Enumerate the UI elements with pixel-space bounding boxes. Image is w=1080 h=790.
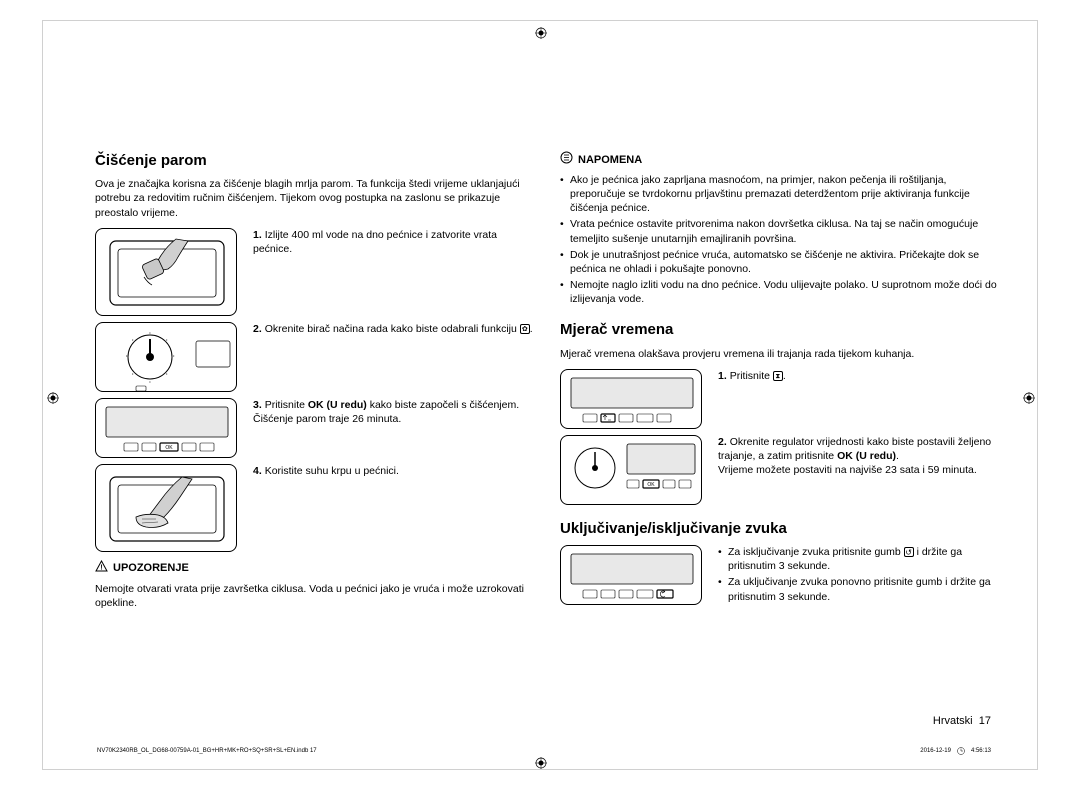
note-item: Ako je pećnica jako zaprljana masnoćom, … — [560, 173, 1001, 216]
timer-step-1: 1. Pritisnite ⧗. — [560, 369, 1001, 429]
warning-callout: ! UPOZORENJE — [95, 560, 536, 578]
step-2-text: 2. Okrenite birač načina rada kako biste… — [253, 322, 536, 336]
svg-text:•: • — [149, 379, 151, 384]
illustration-dry-cloth — [95, 464, 237, 552]
svg-text:•: • — [132, 337, 134, 342]
sound-text: Za isključivanje zvuka pritisnite gumb ↺… — [718, 545, 1001, 606]
note-icon — [560, 151, 573, 169]
heading-steam-clean: Čišćenje parom — [95, 151, 536, 171]
illustration-timer-panel — [560, 369, 702, 429]
registration-mark-top — [535, 25, 545, 35]
illustration-control-panel: OK — [95, 398, 237, 458]
step-3: OK 3. Pritisnite OK (U redu) kako biste … — [95, 398, 536, 458]
svg-text:•: • — [166, 371, 168, 376]
notes-list: Ako je pećnica jako zaprljana masnoćom, … — [560, 173, 1001, 307]
intro-paragraph: Ova je značajka korisna za čišćenje blag… — [95, 177, 536, 220]
svg-text:•: • — [166, 337, 168, 342]
svg-text:!: ! — [100, 564, 102, 571]
step-3-text: 3. Pritisnite OK (U redu) kako biste zap… — [253, 398, 536, 426]
steam-icon: ✿ — [520, 324, 530, 334]
sound-note: Za uključivanje zvuka ponovno pritisnite… — [718, 575, 1001, 603]
footer-lang: Hrvatski — [933, 715, 973, 727]
footline-date: 2016-12-19 — [920, 747, 951, 755]
clock-icon — [957, 747, 965, 755]
sound-row: Za isključivanje zvuka pritisnite gumb ↺… — [560, 545, 1001, 606]
content-columns: Čišćenje parom Ova je značajka korisna z… — [43, 21, 1037, 618]
illustration-timer-dial: OK — [560, 435, 702, 505]
hourglass-icon: ⧗ — [773, 371, 783, 381]
step-4: 4. Koristite suhu krpu u pećnici. — [95, 464, 536, 552]
footline-filename: NV70K2340RB_OL_DG68-00759A-01_BG+HR+MK+R… — [97, 747, 317, 755]
step-2: • •• •• ••• 2. Okrenite birač načina rad… — [95, 322, 536, 392]
timer-intro: Mjerač vremena olakšava provjeru vremena… — [560, 347, 1001, 361]
svg-text:OK: OK — [165, 445, 173, 451]
page-frame: Čišćenje parom Ova je značajka korisna z… — [42, 20, 1038, 770]
svg-text:•: • — [149, 330, 151, 335]
svg-text:OK: OK — [647, 482, 655, 488]
print-footline: NV70K2340RB_OL_DG68-00759A-01_BG+HR+MK+R… — [97, 747, 991, 755]
timer-step-2: OK 2. Okrenite regulator vrijednosti kak… — [560, 435, 1001, 505]
registration-mark-bottom — [535, 755, 545, 765]
illustration-pour-water — [95, 228, 237, 316]
step-1-text: 1. Izlijte 400 ml vode na dno pećnice i … — [253, 228, 536, 256]
registration-mark-left — [47, 390, 57, 400]
timer-step-2-text: 2. Okrenite regulator vrijednosti kako b… — [718, 435, 1001, 478]
step-1: 1. Izlijte 400 ml vode na dno pećnice i … — [95, 228, 536, 316]
warning-label: UPOZORENJE — [113, 561, 189, 576]
right-column: NAPOMENA Ako je pećnica jako zaprljana m… — [560, 151, 1001, 618]
svg-text:•: • — [173, 353, 175, 358]
left-column: Čišćenje parom Ova je značajka korisna z… — [95, 151, 536, 618]
registration-mark-right — [1023, 390, 1033, 400]
note-item: Dok je unutrašnjost pećnice vruća, autom… — [560, 248, 1001, 276]
note-callout: NAPOMENA — [560, 151, 1001, 169]
illustration-mode-dial: • •• •• ••• — [95, 322, 237, 392]
note-item: Nemojte naglo izliti vodu na dno pećnice… — [560, 278, 1001, 306]
note-label: NAPOMENA — [578, 153, 642, 168]
note-item: Vrata pećnice ostavite pritvorenima nako… — [560, 217, 1001, 245]
step-4-text: 4. Koristite suhu krpu u pećnici. — [253, 464, 536, 478]
heading-timer: Mjerač vremena — [560, 320, 1001, 340]
footline-time: 4:56:13 — [971, 747, 991, 755]
illustration-sound-panel — [560, 545, 702, 605]
heading-sound: Uključivanje/isključivanje zvuka — [560, 519, 1001, 539]
footer-page: 17 — [979, 715, 991, 727]
sound-note: Za isključivanje zvuka pritisnite gumb ↺… — [718, 545, 1001, 573]
warning-text: Nemojte otvarati vrata prije završetka c… — [95, 582, 536, 610]
page-footer: Hrvatski 17 — [933, 714, 991, 729]
timer-step-1-text: 1. Pritisnite ⧗. — [718, 369, 1001, 383]
back-icon: ↺ — [904, 547, 914, 557]
warning-icon: ! — [95, 560, 108, 578]
